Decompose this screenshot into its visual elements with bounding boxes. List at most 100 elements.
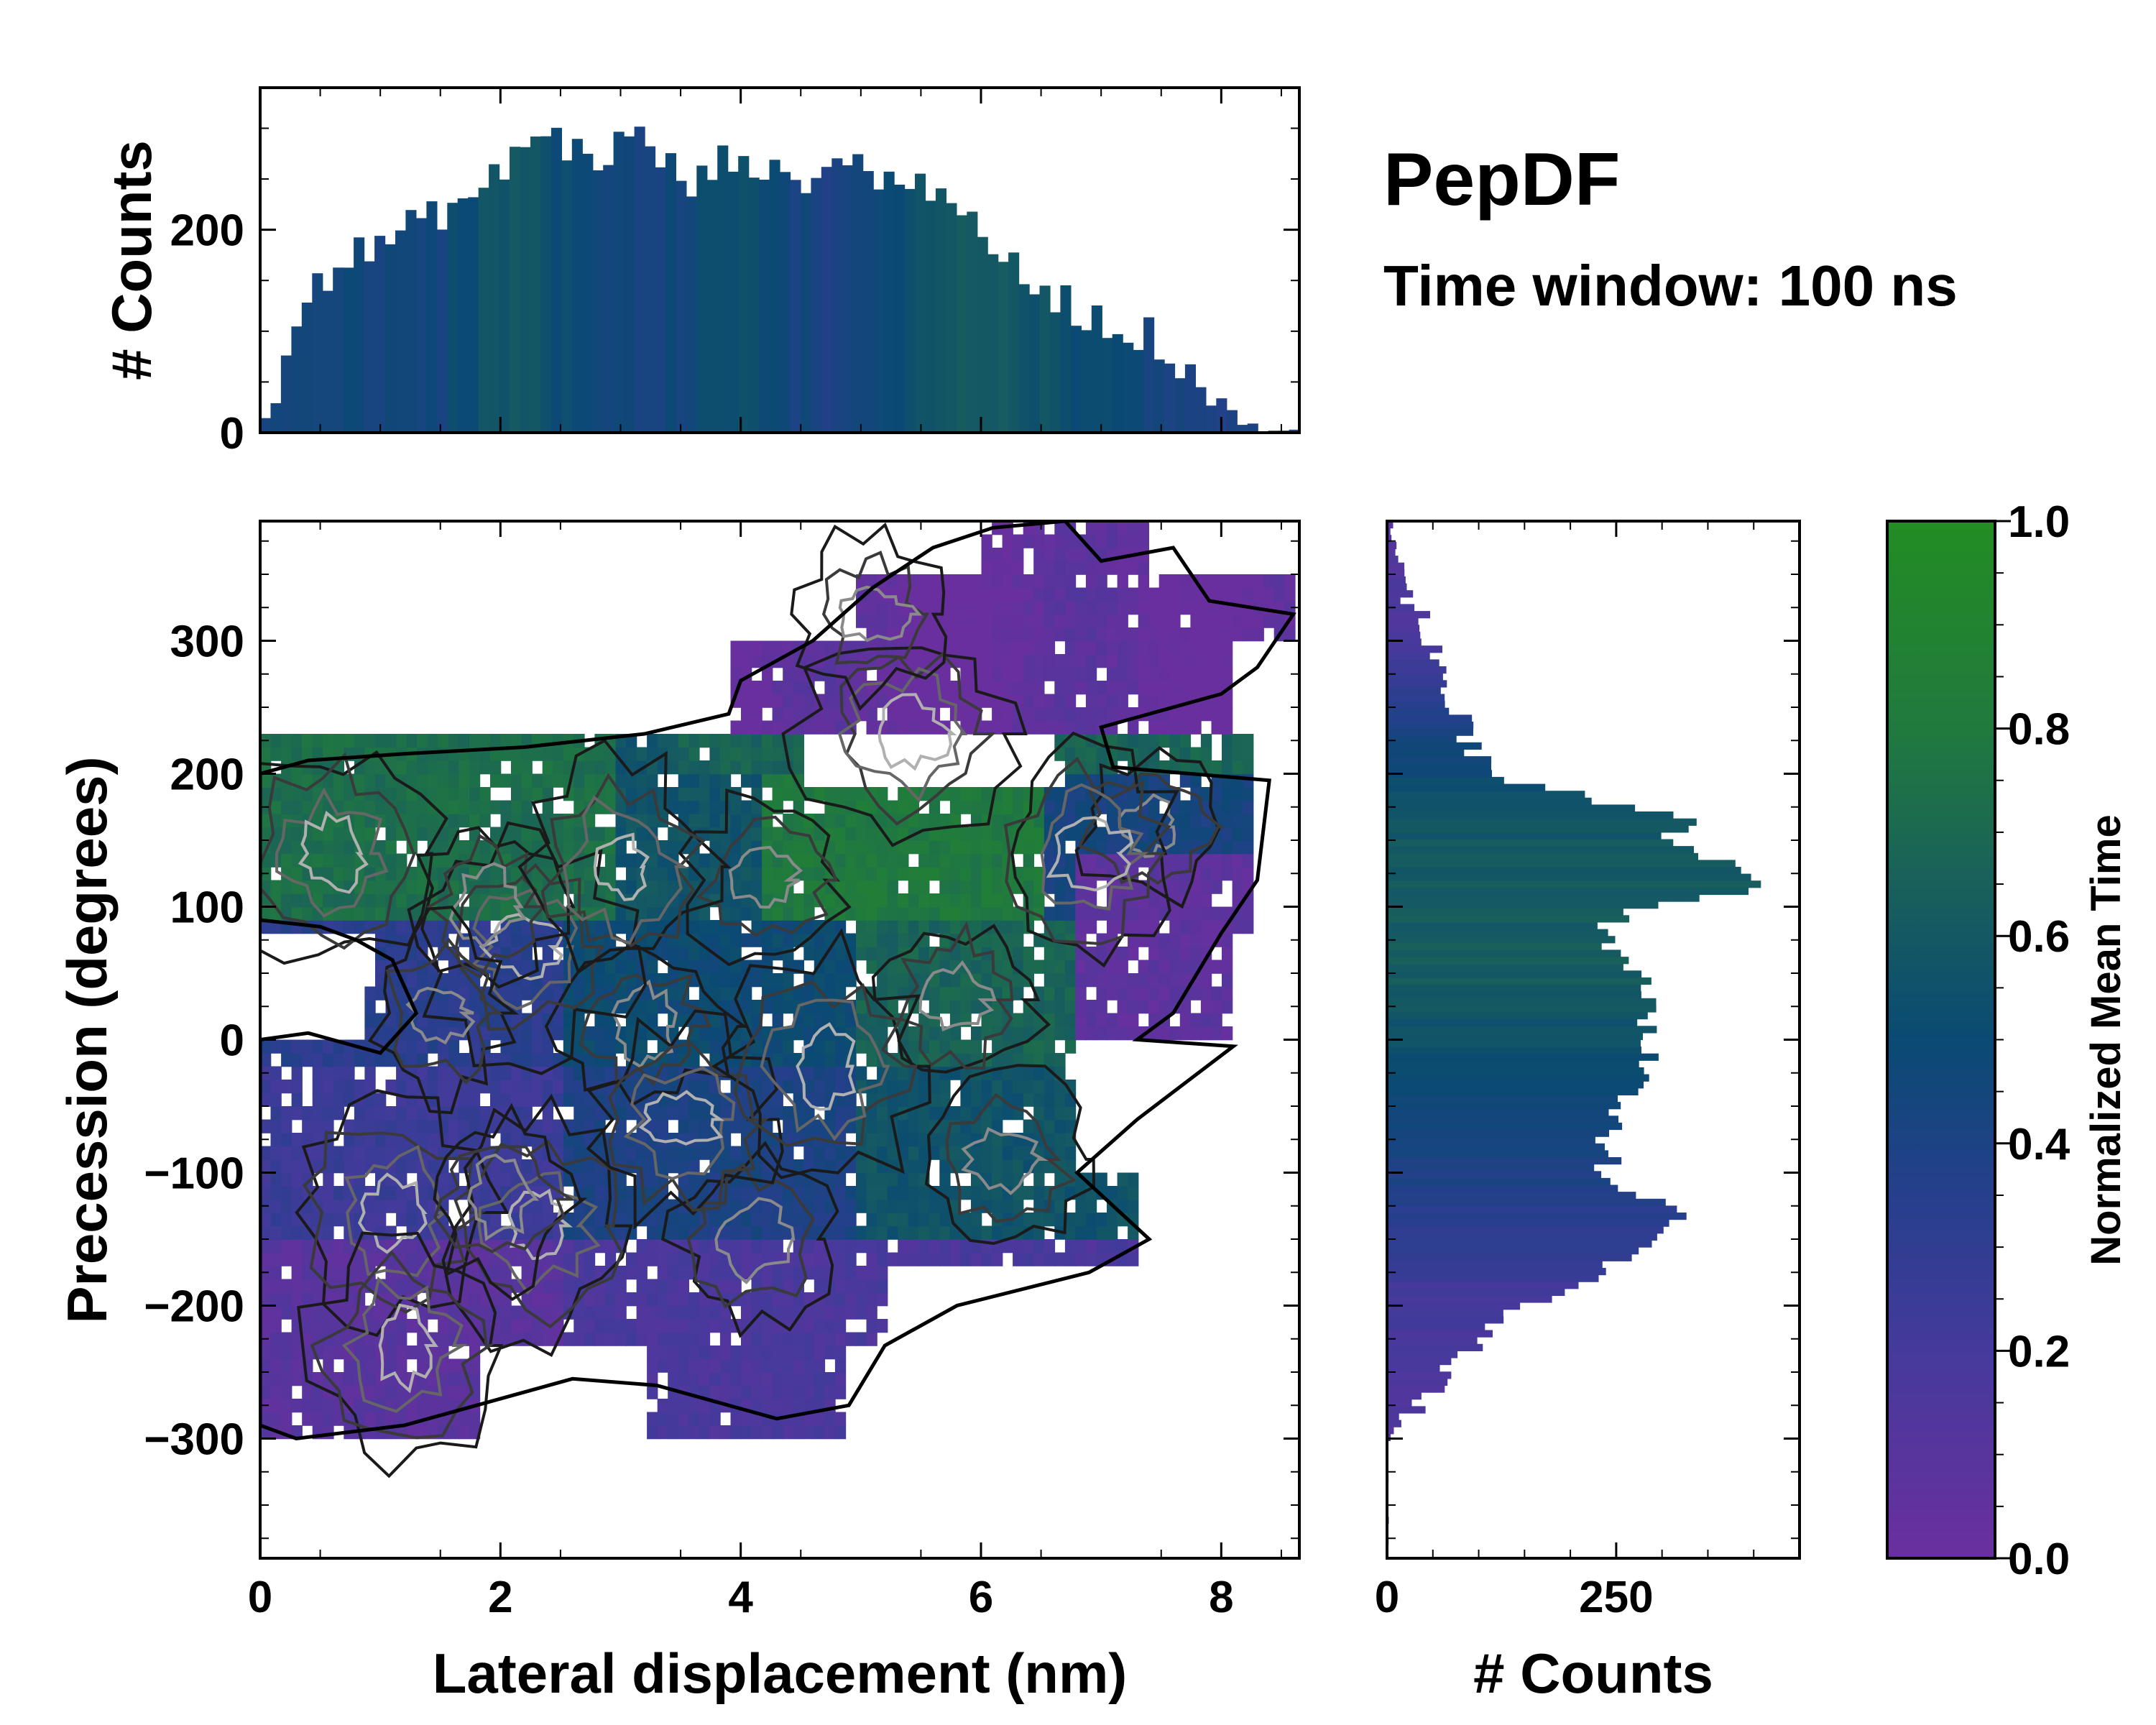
heatmap-cell [783, 1399, 794, 1413]
top-histogram-bar [780, 172, 791, 433]
heatmap-cell [511, 1066, 522, 1080]
heatmap-cell [448, 800, 460, 814]
heatmap-cell [385, 827, 397, 841]
heatmap-cell [949, 1053, 962, 1067]
heatmap-cell [333, 787, 345, 801]
heatmap-cell [949, 574, 962, 589]
heatmap-cell [1085, 720, 1097, 735]
heatmap-cell [1002, 534, 1013, 548]
contour-line [540, 773, 706, 947]
heatmap-cell [772, 1292, 783, 1307]
heatmap-cell [908, 960, 919, 974]
heatmap-cell [636, 1279, 648, 1293]
heatmap-cell [1190, 1013, 1202, 1027]
heatmap-cell [333, 893, 345, 908]
heatmap-cell [866, 814, 877, 828]
heatmap-cell [730, 947, 742, 961]
heatmap-cell [1085, 627, 1097, 642]
heatmap-cell [814, 867, 826, 881]
heatmap-cell [730, 720, 742, 735]
heatmap-cell [1211, 906, 1222, 921]
contour-line [924, 1064, 1096, 1246]
heatmap-cell [981, 561, 992, 575]
heatmap-cell [845, 1199, 857, 1213]
y-tick-label: −300 [144, 1415, 244, 1465]
heatmap-cell [1232, 787, 1243, 801]
heatmap-cell [1075, 1213, 1087, 1227]
heatmap-cell [1158, 587, 1170, 602]
heatmap-cell [354, 906, 366, 921]
heatmap-cell [1232, 853, 1243, 868]
heatmap-cell [542, 747, 553, 761]
heatmap-cell [448, 773, 460, 788]
heatmap-cell [1096, 1172, 1107, 1187]
heatmap-cell [500, 1332, 512, 1346]
heatmap-cell [375, 973, 387, 988]
heatmap-cell [688, 747, 700, 761]
contour-line [961, 1126, 1049, 1195]
heatmap-cell [1148, 667, 1160, 681]
heatmap-cell [1054, 707, 1066, 722]
heatmap-cell [929, 1000, 941, 1014]
heatmap-cell [281, 1213, 292, 1227]
heatmap-cell [490, 1172, 502, 1187]
heatmap-cell [1002, 548, 1013, 562]
top-histogram-bar [645, 146, 656, 433]
heatmap-cell [584, 1332, 596, 1346]
heatmap-cell [323, 1346, 334, 1360]
heatmap-cell [291, 1159, 303, 1174]
heatmap-cell [521, 1292, 533, 1307]
heatmap-cell [573, 1239, 585, 1254]
right-histogram-bar [1387, 1413, 1399, 1421]
top-histogram-bar [1205, 405, 1217, 433]
heatmap-cell [1148, 694, 1160, 708]
heatmap-cell [783, 1053, 794, 1067]
heatmap-cell [772, 827, 783, 841]
heatmap-cell [877, 906, 888, 921]
heatmap-cell [741, 1119, 752, 1133]
heatmap-cell [918, 707, 930, 722]
heatmap-cell [636, 827, 648, 841]
heatmap-cell [333, 840, 345, 855]
heatmap-cell [678, 1146, 689, 1160]
heatmap-cell [573, 1106, 585, 1121]
heatmap-cell [1117, 707, 1128, 722]
heatmap-cell [333, 1080, 345, 1094]
contour-line [1040, 783, 1149, 911]
heatmap-cell [396, 947, 407, 961]
heatmap-cell [448, 1305, 460, 1320]
heatmap-cell [584, 1266, 596, 1280]
heatmap-cell [1013, 933, 1024, 947]
heatmap-cell [668, 1279, 679, 1293]
heatmap-cell [354, 1080, 366, 1094]
heatmap-cell [396, 1358, 407, 1373]
heatmap-cell [1128, 787, 1139, 801]
heatmap-cell [772, 1092, 783, 1107]
heatmap-cell [751, 1346, 763, 1360]
heatmap-cell [1023, 694, 1034, 708]
heatmap-cell [1002, 1053, 1013, 1067]
heatmap-cell [741, 760, 752, 775]
heatmap-cell [898, 1225, 909, 1240]
heatmap-cell [719, 747, 732, 761]
heatmap-cell [270, 1239, 282, 1254]
heatmap-cell [626, 960, 637, 974]
heatmap-cell [834, 1159, 847, 1174]
heatmap-cell [929, 627, 941, 642]
heatmap-cell [1002, 654, 1013, 668]
right-histogram-bar [1387, 1240, 1652, 1248]
top-histogram-bar [998, 262, 1009, 433]
heatmap-cell [834, 1279, 847, 1293]
heatmap-cell [772, 1186, 783, 1200]
top-histogram-bar [790, 180, 801, 433]
heatmap-cell [364, 800, 376, 814]
heatmap-cell [563, 1133, 575, 1147]
heatmap-cell [417, 1039, 428, 1054]
heatmap-cell [573, 1279, 585, 1293]
heatmap-cell [573, 1225, 585, 1240]
heatmap-cell [803, 853, 815, 868]
heatmap-cell [1179, 720, 1192, 735]
heatmap-cell [1211, 587, 1222, 602]
heatmap-cell [490, 1013, 502, 1027]
heatmap-cell [1211, 920, 1222, 934]
